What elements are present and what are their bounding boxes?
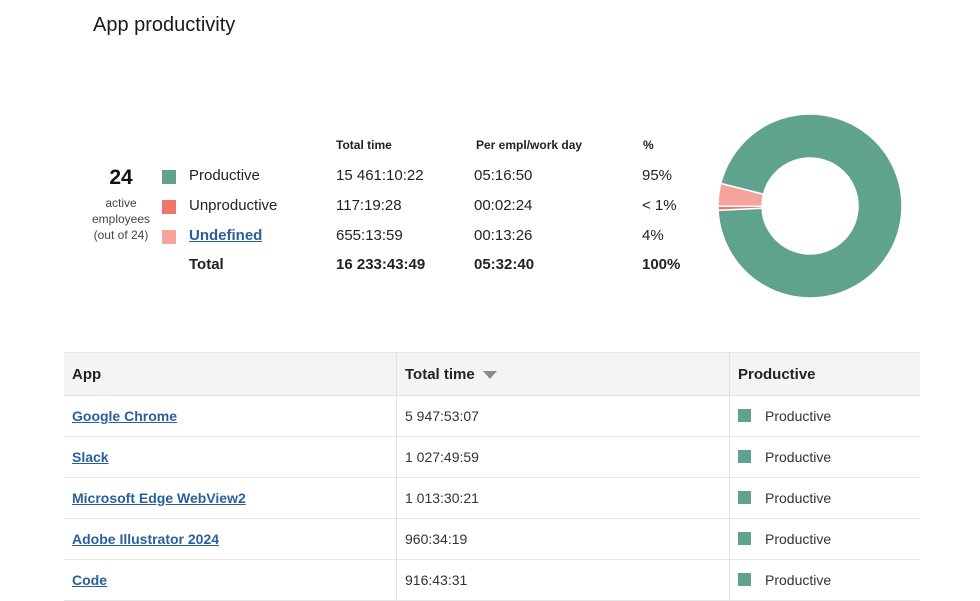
- summary-row-per-empl: 00:02:24: [474, 197, 533, 214]
- app-status-label: Productive: [765, 531, 832, 547]
- productivity-summary: 24 active employees (out of 24) Total ti…: [0, 113, 903, 299]
- summary-total-time: 16 233:43:49: [336, 256, 426, 273]
- summary-row-per-empl: 05:16:50: [474, 167, 533, 184]
- summary-header-total-time: Total time: [336, 138, 392, 152]
- active-employee-count: 24: [109, 166, 133, 189]
- table-row: Adobe Illustrator 2024 960:34:19 Product…: [64, 518, 920, 560]
- undefined-swatch: [162, 230, 176, 244]
- undefined-link[interactable]: Undefined: [189, 227, 263, 244]
- app-status-label: Productive: [765, 408, 832, 424]
- status-swatch: [738, 409, 751, 422]
- unproductive-swatch: [162, 200, 176, 214]
- table-row: Microsoft Edge WebView2 1 013:30:21 Prod…: [64, 477, 920, 519]
- summary-row-label: Productive: [189, 167, 260, 184]
- column-header-app[interactable]: App: [64, 352, 397, 396]
- active-caption-line: active: [105, 196, 137, 210]
- column-header-productive[interactable]: Productive: [729, 352, 920, 396]
- summary-row-total-time: 15 461:10:22: [336, 167, 424, 184]
- table-row: Google Chrome 5 947:53:07 Productive: [64, 395, 920, 437]
- summary-total-label: Total: [189, 256, 224, 273]
- summary-row-per-empl: 00:13:26: [474, 227, 533, 244]
- summary-row-total-time: 117:19:28: [336, 197, 402, 214]
- app-status-cell: Productive: [729, 395, 920, 437]
- app-link[interactable]: Google Chrome: [72, 408, 178, 424]
- active-employee-caption: active employees (out of 24): [84, 195, 158, 243]
- app-link[interactable]: Microsoft Edge WebView2: [72, 490, 246, 506]
- summary-row-percent: 95%: [642, 167, 673, 184]
- productivity-donut-chart: [717, 113, 903, 299]
- app-total-time: 1 013:30:21: [396, 477, 730, 519]
- summary-row-percent: 4%: [642, 227, 664, 244]
- app-status-label: Productive: [765, 572, 832, 588]
- summary-total-per-empl: 05:32:40: [474, 256, 535, 273]
- summary-row-total: Total 16 233:43:49 05:32:40 100%: [0, 256, 720, 278]
- status-swatch: [738, 450, 751, 463]
- summary-row-productive: Productive 15 461:10:22 05:16:50 95%: [0, 167, 720, 189]
- summary-header-per-empl: Per empl/work day: [476, 138, 583, 152]
- summary-header-percent: %: [643, 138, 654, 152]
- productive-swatch: [162, 170, 176, 184]
- column-header-total-time[interactable]: Total time: [396, 352, 730, 396]
- status-swatch: [738, 491, 751, 504]
- app-total-time: 960:34:19: [396, 518, 730, 560]
- column-header-label: Total time: [405, 365, 475, 383]
- status-swatch: [738, 573, 751, 586]
- app-total-time: 5 947:53:07: [396, 395, 730, 437]
- app-status-cell: Productive: [729, 559, 920, 601]
- app-link[interactable]: Code: [72, 572, 107, 588]
- summary-row-undefined: Undefined 655:13:59 00:13:26 4%: [0, 227, 720, 249]
- app-status-label: Productive: [765, 490, 832, 506]
- active-caption-line: (out of 24): [93, 228, 149, 242]
- app-total-time: 1 027:49:59: [396, 436, 730, 478]
- sort-descending-icon[interactable]: [482, 370, 497, 379]
- app-status-cell: Productive: [729, 436, 920, 478]
- table-row: Code 916:43:31 Productive: [64, 559, 920, 601]
- app-link[interactable]: Slack: [72, 449, 109, 465]
- summary-total-percent: 100%: [642, 256, 681, 273]
- app-status-cell: Productive: [729, 518, 920, 560]
- app-status-cell: Productive: [729, 477, 920, 519]
- column-header-label: App: [72, 365, 102, 383]
- app-total-time: 916:43:31: [396, 559, 730, 601]
- status-swatch: [738, 532, 751, 545]
- app-status-label: Productive: [765, 449, 832, 465]
- apps-table: App Total time Productive Google Chrome …: [64, 352, 920, 601]
- table-header-row: App Total time Productive: [64, 352, 920, 396]
- summary-row-total-time: 655:13:59: [336, 227, 403, 244]
- summary-row-unproductive: Unproductive 117:19:28 00:02:24 < 1%: [0, 197, 720, 219]
- page-title: App productivity: [93, 14, 236, 36]
- active-caption-line: employees: [91, 212, 151, 226]
- donut-slice-productive: [717, 113, 903, 299]
- app-link[interactable]: Adobe Illustrator 2024: [72, 531, 220, 547]
- summary-row-label: Unproductive: [189, 197, 278, 214]
- column-header-label: Productive: [738, 365, 816, 383]
- summary-row-percent: < 1%: [642, 197, 677, 214]
- table-row: Slack 1 027:49:59 Productive: [64, 436, 920, 478]
